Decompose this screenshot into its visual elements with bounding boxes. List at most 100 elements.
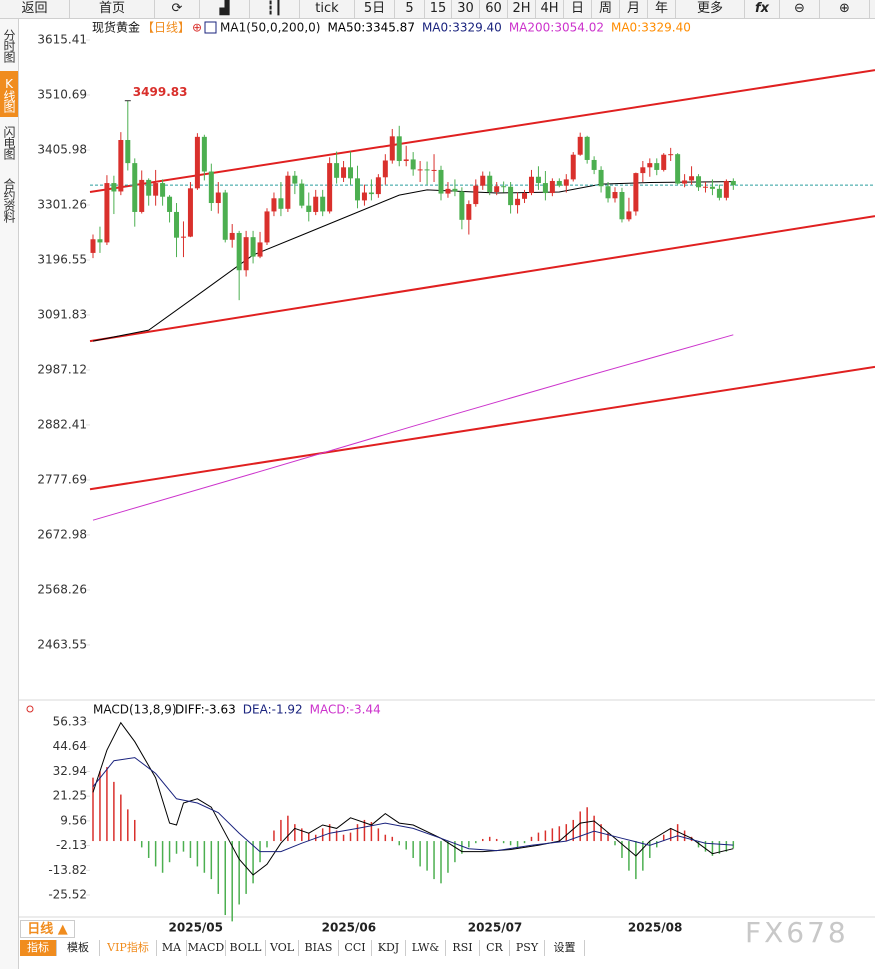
refresh-button[interactable]: ⟳	[155, 0, 200, 18]
candle-body	[396, 136, 402, 162]
candle-body	[633, 173, 639, 212]
candle-body	[306, 205, 312, 212]
sidebar-tab[interactable]: K线图	[0, 71, 18, 117]
indicator-icon[interactable]	[204, 21, 217, 34]
y-tick-label: 2987.12	[37, 362, 87, 376]
y-tick-label: 3510.69	[37, 88, 87, 102]
candle-body	[410, 159, 416, 170]
candle-body	[716, 188, 722, 198]
y-tick-label: 44.64	[53, 739, 87, 753]
candle-body	[682, 180, 688, 184]
sidebar-tab[interactable]: 合约资料	[2, 178, 16, 222]
indicator-tab[interactable]: VIP指标	[100, 940, 157, 956]
candle-body	[619, 191, 625, 220]
candle-body	[139, 179, 145, 212]
period-tab[interactable]: 日线 ▲	[20, 920, 75, 938]
toolbar-button[interactable]: 首页	[70, 0, 155, 18]
y-tick-label: 32.94	[53, 764, 87, 778]
formula-button[interactable]: fx	[745, 0, 780, 18]
toolbar-button[interactable]: 5日	[355, 0, 395, 18]
toolbar-button[interactable]: 月	[620, 0, 648, 18]
macd-line	[92, 757, 734, 853]
candle-body	[153, 183, 159, 196]
candle-body	[167, 196, 173, 212]
sidebar: 分时图 K线图闪电图合约资料	[0, 19, 19, 969]
toolbar-button[interactable]: 2H	[508, 0, 536, 18]
candle-body	[215, 192, 221, 204]
candle-body	[535, 176, 541, 184]
candle-body	[354, 178, 360, 201]
indicator-tab[interactable]: CCI	[339, 940, 372, 956]
indicator-tab[interactable]: MACD	[187, 940, 226, 956]
chart-title: 现货黄金	[92, 20, 140, 35]
toolbar-button[interactable]: 4H	[536, 0, 564, 18]
candle-body	[626, 211, 632, 220]
legend-entry: DEA:-1.92	[243, 703, 303, 717]
candle-body	[97, 239, 103, 243]
indicator-tab[interactable]: MA	[157, 940, 187, 956]
indicator-tab[interactable]: BIAS	[299, 940, 339, 956]
sidebar-tab[interactable]: 分时图	[2, 28, 16, 62]
candle-button[interactable]: ┇┃	[250, 0, 300, 18]
candle-body	[730, 180, 736, 186]
candle-body	[522, 193, 528, 199]
candle-body	[466, 204, 472, 220]
legend-entry: MA0:3329.40	[611, 21, 691, 35]
toolbar-button[interactable]: 返回	[0, 0, 70, 18]
indicator-tab[interactable]: LW&	[406, 940, 446, 956]
candle-body	[104, 183, 110, 243]
candle-body	[501, 186, 507, 188]
candle-body	[654, 163, 660, 170]
legend-entry: DIFF:-3.63	[175, 703, 236, 717]
candle-body	[459, 191, 465, 220]
zoom-in-button[interactable]: ⊕	[820, 0, 870, 18]
candle-body	[702, 186, 708, 188]
candle-body	[236, 232, 242, 271]
zoom-out-button[interactable]: ⊖	[780, 0, 820, 18]
indicator-tab[interactable]: RSI	[446, 940, 480, 956]
indicator-tab[interactable]: KDJ	[372, 940, 406, 956]
legend-entry: MACD:-3.44	[310, 703, 381, 717]
toolbar-button[interactable]: 5	[395, 0, 425, 18]
toolbar-button[interactable]: 周	[592, 0, 620, 18]
toolbar-button[interactable]: 日	[564, 0, 592, 18]
legend-entry: MA200:3054.02	[509, 21, 604, 35]
candle-body	[403, 159, 409, 162]
indicator-tab[interactable]: 模板	[57, 940, 100, 956]
toolbar-button[interactable]: 15	[425, 0, 452, 18]
toolbar-button[interactable]: 60	[480, 0, 508, 18]
indicator-tab[interactable]: CR	[480, 940, 510, 956]
candle-body	[180, 236, 186, 238]
indicator-tab[interactable]: 设置	[545, 940, 585, 956]
candle-body	[348, 167, 354, 179]
indicator-tab[interactable]: VOL	[266, 940, 299, 956]
candle-body	[187, 188, 193, 237]
sidebar-tab[interactable]: 闪电图	[2, 125, 16, 159]
candle-body	[473, 185, 479, 205]
x-tick-label: 2025/07	[468, 921, 522, 935]
add-icon[interactable]: ⊕	[192, 21, 202, 35]
indicator-tab[interactable]: PSY	[510, 940, 545, 956]
chart-button[interactable]: ▟	[200, 0, 250, 18]
candle-body	[675, 154, 681, 184]
indicator-tab[interactable]: 指标	[20, 940, 57, 956]
indicator-tab[interactable]: BOLL	[226, 940, 266, 956]
candle-body	[229, 232, 235, 240]
candle-body	[132, 163, 138, 212]
toolbar: ⟳ ▟ ┇┃ fx ⊖ ⊕ 返回 首页 tick 5日 5 15 30 60 2H 4H 日周月年更…	[0, 0, 875, 19]
toolbar-button[interactable]: 更多	[676, 0, 745, 18]
candle-body	[368, 192, 374, 195]
toolbar-button[interactable]: 30	[452, 0, 480, 18]
y-tick-label: -25.52	[48, 888, 87, 902]
candle-body	[424, 169, 430, 171]
period-label: 【日线】	[142, 21, 190, 35]
macd-settings-icon[interactable]	[26, 705, 34, 713]
x-tick-label: 2025/06	[322, 921, 376, 935]
ma-line	[92, 334, 734, 521]
candle-body	[508, 186, 514, 206]
y-tick-label: 9.56	[60, 813, 87, 827]
candle-body	[208, 171, 214, 204]
candle-body	[591, 159, 597, 170]
toolbar-button[interactable]: tick	[300, 0, 355, 18]
toolbar-button[interactable]: 年	[648, 0, 676, 18]
